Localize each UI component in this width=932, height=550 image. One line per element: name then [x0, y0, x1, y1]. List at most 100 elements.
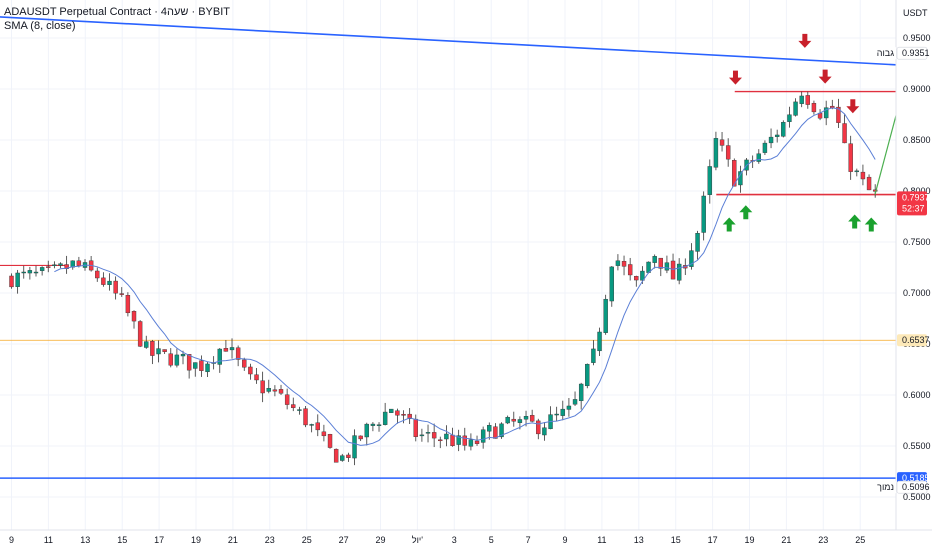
- candle-body: [156, 348, 161, 355]
- candle-body: [658, 257, 663, 269]
- time-tick: 21: [228, 535, 238, 545]
- time-tick: 19: [191, 535, 201, 545]
- indicator-title: SMA (8, close): [4, 20, 76, 32]
- candle-body: [340, 455, 345, 461]
- candle-body: [52, 264, 57, 266]
- candle-body: [150, 341, 155, 356]
- candle-body: [33, 271, 39, 274]
- time-tick: 3: [452, 535, 457, 545]
- time-tick: 29: [375, 535, 385, 545]
- candle-body: [144, 341, 149, 348]
- high-price-label: [896, 46, 928, 60]
- time-tick: 17: [708, 535, 718, 545]
- price-tick: 0.5500: [903, 441, 931, 451]
- candle-body: [438, 439, 443, 442]
- candle-body: [511, 418, 516, 422]
- candle-body: [597, 331, 602, 352]
- candle-body: [193, 362, 198, 369]
- low-price-value: 0.5096: [902, 482, 930, 492]
- current-price-value: 0.7937: [902, 192, 930, 202]
- candle-body: [297, 409, 302, 411]
- down-arrow: [798, 33, 812, 48]
- time-tick: 15: [117, 535, 127, 545]
- candle-body: [670, 260, 676, 280]
- time-tick: 13: [634, 535, 644, 545]
- candle-body: [333, 448, 339, 463]
- candle-body: [585, 363, 590, 387]
- candle-body: [505, 416, 510, 424]
- candle-body: [689, 250, 694, 267]
- candle-body: [27, 270, 33, 274]
- candle-body: [137, 321, 143, 347]
- down-arrow: [846, 99, 860, 114]
- candle-body: [376, 424, 382, 426]
- time-tick: 7: [526, 535, 531, 545]
- candle-body: [842, 123, 847, 144]
- candle-body: [811, 102, 817, 113]
- candle-body: [713, 138, 719, 168]
- time-tick: 11: [597, 535, 606, 545]
- up-arrow: [864, 217, 878, 232]
- time-tick: 19: [744, 535, 754, 545]
- price-tick: 0.9500: [903, 33, 931, 43]
- candle-body: [413, 418, 418, 437]
- price-tick: 0.7000: [903, 288, 931, 298]
- candle-body: [781, 122, 786, 137]
- price-axis[interactable]: 0.9500 0.9000 0.8500 0.8000 0.7500 0.7000 0.65…: [903, 33, 931, 502]
- candle-body: [107, 280, 112, 285]
- candle-body: [180, 354, 186, 357]
- candle-body: [468, 439, 474, 447]
- candle-body: [315, 422, 320, 431]
- candle-body: [756, 153, 761, 162]
- candle-body: [352, 435, 357, 459]
- candle-body: [389, 408, 394, 413]
- candle-body: [229, 347, 235, 351]
- candle-body: [591, 348, 596, 363]
- time-tick: 9: [562, 535, 567, 545]
- high-tag: גבוה: [877, 48, 894, 58]
- current-price-label: [897, 191, 927, 216]
- candle-body: [260, 380, 265, 394]
- candle-body: [39, 267, 45, 271]
- candle-body: [450, 434, 455, 447]
- candle-body: [707, 166, 712, 195]
- candle-body: [701, 195, 706, 233]
- high-price-value: 0.9351: [902, 48, 930, 58]
- down-arrow: [818, 69, 832, 84]
- candle-body: [738, 171, 743, 186]
- price-tick: 0.7500: [903, 237, 931, 247]
- candle-body: [725, 145, 731, 160]
- candle-body: [46, 266, 51, 268]
- candle-body: [309, 424, 314, 426]
- candle-body: [854, 170, 860, 173]
- sma-line: [54, 107, 876, 446]
- price-axis-unit: USDT: [903, 8, 928, 18]
- candle-body: [217, 348, 222, 365]
- candle-body: [848, 143, 853, 172]
- candle-body: [860, 171, 866, 180]
- time-tick: 25: [855, 535, 865, 545]
- time-axis[interactable]: 9 11 13 15 17 19 21 23 25 27 29 יול' 3 5 7 9 11 13 15 17 19 2…: [9, 535, 865, 545]
- candle-body: [186, 354, 192, 371]
- level-price-label: [897, 334, 927, 347]
- symbol-title: ADAUSDT Perpetual Contract · 4שעה · BYBI…: [4, 6, 230, 18]
- up-arrow: [848, 214, 862, 229]
- time-tick: 17: [154, 535, 164, 545]
- candle-body: [462, 435, 467, 446]
- price-tick: 0.8000: [903, 186, 931, 196]
- candle-body: [793, 101, 798, 116]
- candle-body: [560, 408, 565, 416]
- candle-body: [21, 271, 26, 274]
- candle-body: [382, 411, 388, 425]
- candle-body: [578, 383, 584, 402]
- candle-body: [603, 298, 608, 333]
- candle-body: [131, 311, 137, 322]
- grid-lines: [0, 0, 896, 530]
- candle-body: [529, 415, 535, 422]
- candle-body: [872, 189, 878, 192]
- candle-body: [762, 142, 768, 153]
- candle-body: [168, 353, 173, 366]
- candle-body: [113, 280, 118, 294]
